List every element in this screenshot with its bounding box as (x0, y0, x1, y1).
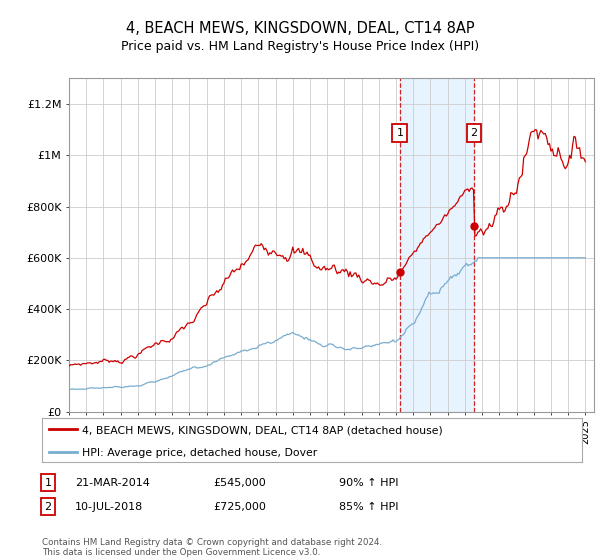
Text: HPI: Average price, detached house, Dover: HPI: Average price, detached house, Dove… (83, 448, 318, 458)
Text: 1: 1 (397, 128, 403, 138)
Text: 4, BEACH MEWS, KINGSDOWN, DEAL, CT14 8AP (detached house): 4, BEACH MEWS, KINGSDOWN, DEAL, CT14 8AP… (83, 425, 443, 435)
Text: 90% ↑ HPI: 90% ↑ HPI (339, 478, 398, 488)
Text: 2: 2 (44, 502, 52, 512)
Bar (400, 78, 474, 412)
Text: 85% ↑ HPI: 85% ↑ HPI (339, 502, 398, 512)
Text: 4, BEACH MEWS, KINGSDOWN, DEAL, CT14 8AP: 4, BEACH MEWS, KINGSDOWN, DEAL, CT14 8AP (125, 21, 475, 36)
Text: 1: 1 (44, 478, 52, 488)
Text: 2: 2 (470, 128, 478, 138)
Text: £545,000: £545,000 (213, 478, 266, 488)
Text: 21-MAR-2014: 21-MAR-2014 (75, 478, 150, 488)
Text: Contains HM Land Registry data © Crown copyright and database right 2024.
This d: Contains HM Land Registry data © Crown c… (42, 538, 382, 557)
Text: £725,000: £725,000 (213, 502, 266, 512)
Text: 10-JUL-2018: 10-JUL-2018 (75, 502, 143, 512)
Text: Price paid vs. HM Land Registry's House Price Index (HPI): Price paid vs. HM Land Registry's House … (121, 40, 479, 53)
